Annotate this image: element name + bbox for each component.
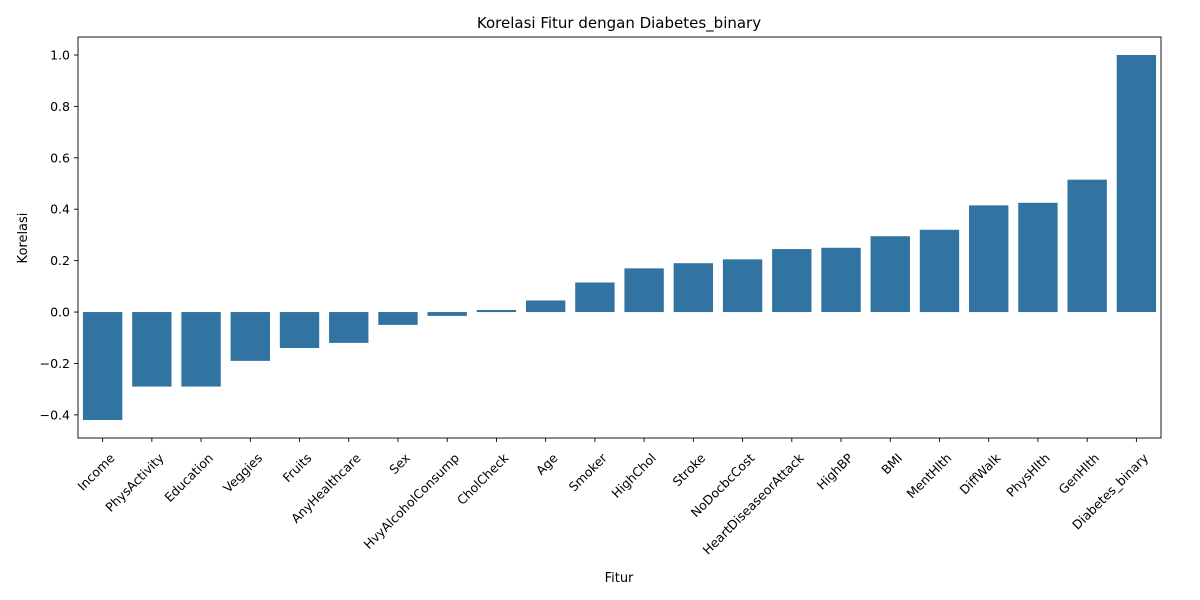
x-tick-label: Age xyxy=(533,450,561,478)
y-tick-label: −0.4 xyxy=(40,407,70,422)
bars-group xyxy=(82,54,1157,420)
bar-CholCheck xyxy=(476,309,517,313)
y-tick-label: 0.0 xyxy=(50,305,70,320)
x-tick-label: PhysHlth xyxy=(1003,450,1053,500)
x-tick-label: Income xyxy=(74,450,117,493)
x-tick-label: GenHlth xyxy=(1055,450,1102,497)
y-tick-label: 0.4 xyxy=(50,202,70,217)
bar-HighBP xyxy=(821,247,861,313)
bar-Sex xyxy=(378,312,418,325)
bar-PhysActivity xyxy=(132,312,172,387)
bar-Income xyxy=(82,312,123,420)
bar-AnyHealthcare xyxy=(329,312,369,343)
bar-NoDocbcCost xyxy=(722,259,763,313)
y-tick-label: 0.2 xyxy=(50,253,70,268)
bar-Diabetes_binary xyxy=(1116,54,1157,313)
bar-MentHlth xyxy=(919,229,960,313)
bar-BMI xyxy=(870,236,910,313)
x-tick-label: DiffWalk xyxy=(956,450,1004,498)
x-tick-label: MentHlth xyxy=(903,450,954,501)
x-axis-label: Fitur xyxy=(605,571,634,586)
x-tick-label: Sex xyxy=(386,450,413,477)
x-tick-label: Education xyxy=(161,450,216,505)
bar-DiffWalk xyxy=(969,205,1009,313)
bar-Education xyxy=(181,312,221,387)
x-tick-label: CholCheck xyxy=(454,450,512,508)
y-axis: −0.4 −0.2 0.0 0.2 0.4 0.6 0.8 1.0 xyxy=(40,47,78,422)
bar-HvyAlcoholConsump xyxy=(427,312,467,316)
x-tick-label: HvyAlcoholConsump xyxy=(361,450,463,552)
bar-GenHlth xyxy=(1067,179,1107,313)
bar-HighChol xyxy=(624,268,664,313)
x-tick-label: Fruits xyxy=(280,450,315,485)
x-tick-label: Veggies xyxy=(220,450,265,495)
x-tick-label: Stroke xyxy=(669,450,708,489)
y-tick-label: 0.6 xyxy=(50,150,70,165)
chart-title: Korelasi Fitur dengan Diabetes_binary xyxy=(477,14,761,33)
bar-Fruits xyxy=(279,312,320,349)
bar-HeartDiseaseorAttack xyxy=(772,249,812,313)
x-tick-label: Smoker xyxy=(566,450,611,495)
bar-PhysHlth xyxy=(1018,202,1058,313)
x-tick-label: HeartDiseaseorAttack xyxy=(699,450,807,558)
y-tick-label: 1.0 xyxy=(50,47,70,62)
x-tick-label: BMI xyxy=(878,450,905,477)
y-tick-label: −0.2 xyxy=(40,356,70,371)
bar-Veggies xyxy=(230,312,270,361)
x-tick-label: HighBP xyxy=(814,450,857,493)
x-tick-label: HighChol xyxy=(608,450,659,501)
y-tick-label: 0.8 xyxy=(50,99,70,114)
bar-Smoker xyxy=(575,282,615,313)
y-axis-label: Korelasi xyxy=(16,213,31,264)
bar-Stroke xyxy=(673,263,714,313)
plot-frame xyxy=(77,36,1162,439)
bar-Age xyxy=(525,300,566,313)
